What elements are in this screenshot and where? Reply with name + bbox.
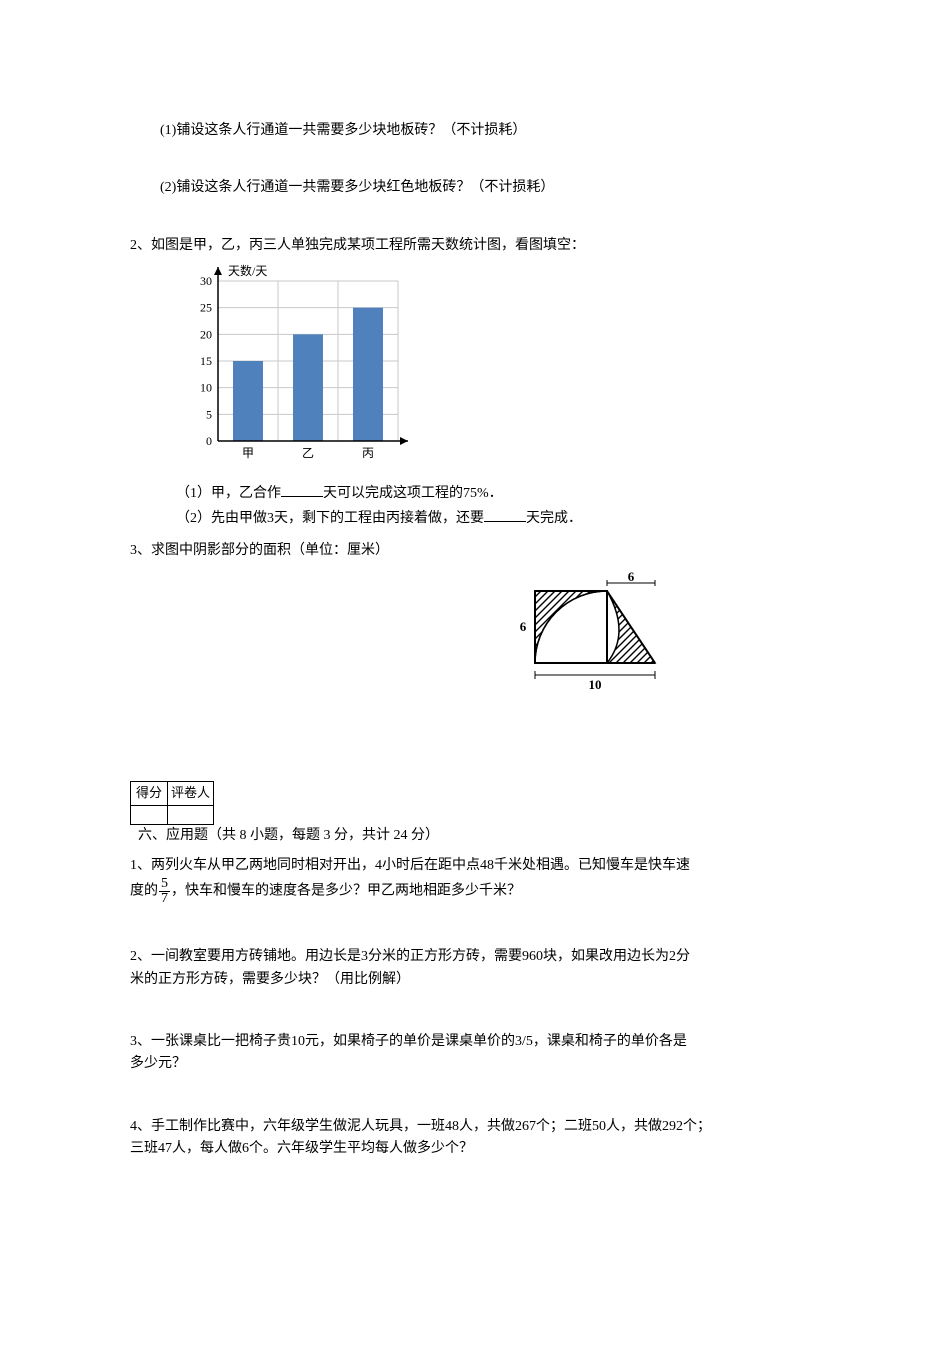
s6-q3-line2: 多少元？: [130, 1053, 820, 1075]
s6-q4-line2: 三班47人，每人做6个。六年级学生平均每人做多少个？: [130, 1138, 820, 1160]
fraction-num: 5: [159, 877, 170, 892]
score-table: 得分 评卷人: [130, 781, 214, 825]
q2-sub1-post: 天可以完成这项工程的75%．: [323, 486, 503, 501]
score-header-score: 得分: [131, 781, 168, 805]
q2-chart: 0 5 10 15 20 25 30 甲 乙 丙 天数/天: [170, 261, 820, 479]
svg-text:天数/天: 天数/天: [228, 263, 267, 278]
svg-text:6: 6: [520, 619, 527, 634]
s6-q1-line2-post: ，快车和慢车的速度各是多少？甲乙两地相距多少千米？: [171, 884, 521, 899]
score-cell-score[interactable]: [131, 805, 168, 824]
q2-sub2-pre: （2）先由甲做3天，剩下的工程由丙接着做，还要: [176, 511, 484, 526]
q1-sub2: (2)铺设这条人行通道一共需要多少块红色地板砖？（不计损耗）: [160, 177, 820, 199]
s6-q3-line1: 3、一张课桌比一把椅子贵10元，如果椅子的单价是课桌单价的3/5，课桌和椅子的单…: [130, 1031, 820, 1053]
s6-q2-line1: 2、一间教室要用方砖铺地。用边长是3分米的正方形方砖，需要960块，如果改用边长…: [130, 946, 820, 968]
q1-sub1: (1)铺设这条人行通道一共需要多少块地板砖？（不计损耗）: [160, 120, 820, 142]
svg-text:25: 25: [200, 301, 212, 315]
svg-text:10: 10: [589, 677, 602, 692]
svg-text:丙: 丙: [362, 446, 374, 460]
q3-figure: 6 6 10: [410, 571, 820, 721]
score-header-grader: 评卷人: [168, 781, 214, 805]
blank-2[interactable]: [484, 507, 526, 522]
svg-text:20: 20: [200, 328, 212, 342]
q2-sub2-post: 天完成．: [526, 511, 582, 526]
s6-q1-line1: 1、两列火车从甲乙两地同时相对开出，4小时后在距中点48千米处相遇。已知慢车是快…: [130, 855, 820, 877]
svg-text:5: 5: [206, 408, 212, 422]
q2-stem: 2、如图是甲，乙，丙三人单独完成某项工程所需天数统计图，看图填空：: [130, 235, 820, 257]
q3-stem: 3、求图中阴影部分的面积（单位：厘米）: [130, 540, 820, 562]
blank-1[interactable]: [281, 482, 323, 497]
svg-text:15: 15: [200, 354, 212, 368]
svg-text:0: 0: [206, 434, 212, 448]
s6-q2-line2: 米的正方形方砖，需要多少块？（用比例解）: [130, 969, 820, 991]
svg-text:10: 10: [200, 381, 212, 395]
svg-text:6: 6: [628, 571, 635, 584]
section6-title: 六、应用题（共 8 小题，每题 3 分，共计 24 分）: [138, 828, 439, 843]
s6-q1-line2: 度的57，快车和慢车的速度各是多少？甲乙两地相距多少千米？: [130, 877, 820, 906]
svg-text:甲: 甲: [242, 446, 254, 460]
score-cell-grader[interactable]: [168, 805, 214, 824]
svg-text:乙: 乙: [302, 446, 314, 460]
fraction-5-7: 57: [159, 877, 170, 906]
fraction-den: 7: [159, 892, 170, 906]
s6-q1-line2-pre: 度的: [130, 884, 158, 899]
q2-sub1-pre: （1）甲，乙合作: [176, 486, 281, 501]
svg-text:30: 30: [200, 274, 212, 288]
q2-sub2: （2）先由甲做3天，剩下的工程由丙接着做，还要 天完成．: [176, 507, 820, 530]
q2-sub1: （1）甲，乙合作 天可以完成这项工程的75%．: [176, 482, 820, 505]
s6-q4-line1: 4、手工制作比赛中，六年级学生做泥人玩具，一班48人，共做267个；二班50人，…: [130, 1116, 820, 1138]
